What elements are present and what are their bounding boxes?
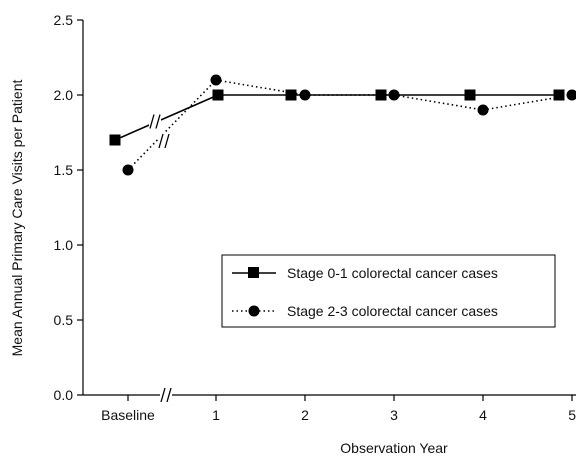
legend-item-stage-2-3: Stage 2-3 colorectal cancer cases — [232, 303, 498, 319]
break-slash — [158, 133, 164, 149]
square-data-point — [109, 134, 121, 146]
y-tick-label: 2.0 — [54, 87, 74, 103]
square-data-point — [464, 89, 476, 101]
x-tick-label: 5 — [568, 407, 576, 423]
legend-label-stage-0-1: Stage 0-1 colorectal cancer cases — [287, 265, 498, 281]
legend: Stage 0-1 colorectal cancer cases Stage … — [221, 254, 556, 328]
break-slash — [160, 387, 166, 403]
circle-data-point — [210, 74, 222, 86]
circle-data-point — [477, 104, 489, 116]
break-gap — [149, 113, 161, 130]
x-tick-label: 4 — [479, 407, 487, 423]
break-slash — [166, 387, 172, 403]
circle-data-point — [566, 89, 576, 101]
series-line-segment — [393, 94, 484, 111]
y-tick-label: 0.5 — [54, 312, 74, 328]
break-slash — [164, 133, 170, 149]
break-slash — [155, 114, 161, 129]
legend-box — [221, 254, 556, 328]
y-tick-label: 2.5 — [54, 12, 74, 28]
circle-data-point — [122, 164, 134, 176]
series-lines — [114, 79, 573, 171]
series-markers — [109, 74, 576, 176]
break-gap — [160, 387, 172, 403]
tick-marks — [77, 19, 573, 401]
legend-square-marker-icon — [248, 267, 259, 278]
square-data-point — [285, 89, 297, 101]
square-data-point — [212, 89, 224, 101]
x-axis-label: Observation Year — [340, 440, 448, 456]
break-slash — [149, 114, 155, 129]
circle-data-point — [388, 89, 400, 101]
series-line-segment — [482, 94, 573, 111]
y-tick-label: 1.0 — [54, 237, 74, 253]
series-line-segment — [127, 79, 217, 171]
series-line-segment — [215, 79, 306, 96]
break-gap — [158, 133, 170, 149]
legend-circle-marker-icon — [248, 305, 260, 317]
x-tick-label: 2 — [301, 407, 309, 423]
axis-break-marks — [149, 113, 172, 403]
axes — [82, 20, 576, 396]
square-data-point — [375, 89, 387, 101]
legend-label-stage-2-3: Stage 2-3 colorectal cancer cases — [287, 303, 498, 319]
legend-item-stage-0-1: Stage 0-1 colorectal cancer cases — [232, 265, 498, 281]
x-tick-label: 3 — [390, 407, 398, 423]
square-data-point — [553, 89, 565, 101]
y-tick-label: 1.5 — [54, 162, 74, 178]
circle-data-point — [299, 89, 311, 101]
y-tick-labels: 0.0 0.5 1.0 1.5 2.0 2.5 — [54, 12, 74, 403]
x-tick-label: Baseline — [101, 407, 155, 423]
x-tick-labels: Baseline 1 2 3 4 5 — [101, 407, 576, 423]
y-axis-label: Mean Annual Primary Care Visits per Pati… — [9, 80, 25, 357]
x-tick-label: 1 — [212, 407, 220, 423]
series-line-segment — [114, 94, 219, 141]
y-tick-label: 0.0 — [54, 387, 74, 403]
